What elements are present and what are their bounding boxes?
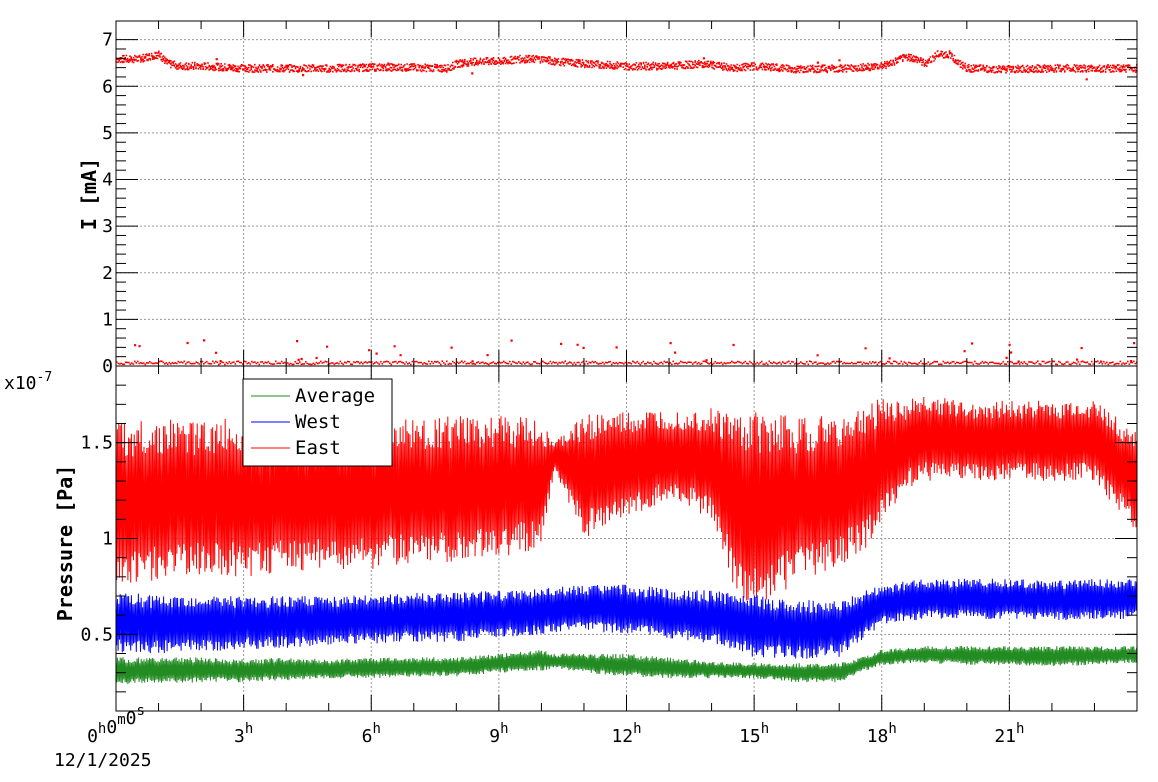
- pressure-axis-title: Pressure [Pa]: [53, 465, 77, 622]
- time-tick-label-12: 12h: [611, 721, 641, 747]
- legend: Average West East: [242, 378, 393, 467]
- current-panel-grid: [116, 21, 1137, 366]
- time-tick-label-0: 0h0m0s: [87, 703, 145, 747]
- current-ytick-label-4: 4: [102, 170, 113, 191]
- time-tick-label-9: 9h: [489, 721, 508, 747]
- current-series-points: [116, 50, 1138, 81]
- current-ytick-label-2: 2: [102, 263, 113, 284]
- current-ytick-label-1: 1: [102, 309, 113, 330]
- current-panel-axes: 0 1 2 3 4 5 6 7: [102, 20, 1138, 377]
- date-label: 12/1/2025: [54, 750, 152, 771]
- current-panel-data: [116, 50, 1138, 366]
- time-tick-label-18: 18h: [867, 721, 897, 747]
- time-axis-labels: 0h0m0s 3h 6h 9h 12h 15h 18h 21h: [87, 703, 1024, 747]
- pressure-panel-data: [115, 396, 1138, 685]
- legend-label-east: East: [295, 437, 341, 459]
- pressure-ytick-label-0.5: 0.5: [80, 624, 113, 645]
- pressure-series-average: [115, 645, 1138, 685]
- time-tick-label-21: 21h: [994, 721, 1024, 747]
- legend-label-average: Average: [295, 385, 375, 407]
- current-ytick-label-5: 5: [102, 123, 113, 144]
- time-tick-label-3: 3h: [234, 721, 253, 747]
- pressure-scale-exponent: -7: [37, 370, 53, 385]
- current-axis-title: I [mA]: [77, 158, 101, 230]
- pressure-series-west: [115, 578, 1138, 659]
- current-ytick-label-7: 7: [102, 30, 113, 51]
- current-ytick-label-6: 6: [102, 76, 113, 97]
- pressure-panel-axes: 0.5 1 1.5: [80, 365, 1138, 712]
- pressure-ytick-label-1: 1: [102, 529, 113, 550]
- pressure-scale-base: x10: [4, 373, 37, 394]
- time-tick-label-6: 6h: [362, 721, 381, 747]
- pressure-scale-factor: x10-7: [4, 370, 52, 394]
- legend-label-west: West: [295, 411, 341, 433]
- pressure-ytick-label-1.5: 1.5: [80, 433, 113, 454]
- pressure-series-east: [115, 396, 1138, 601]
- current-ytick-label-3: 3: [102, 216, 113, 237]
- time-tick-label-15: 15h: [739, 721, 769, 747]
- current-ytick-label-0: 0: [102, 356, 113, 377]
